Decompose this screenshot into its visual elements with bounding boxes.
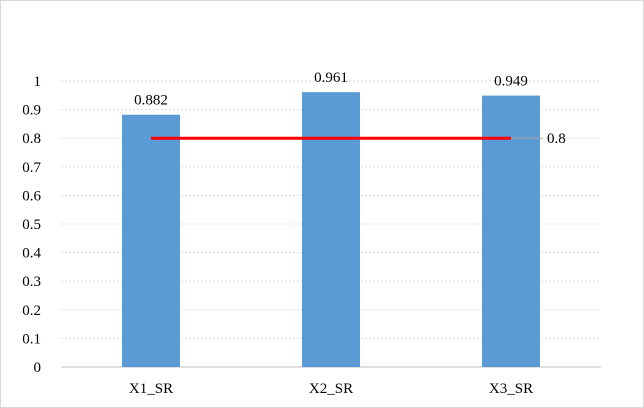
- data-label: 0.882: [134, 93, 168, 109]
- bar: [482, 95, 540, 367]
- labels: 0 0.1 0.2 0.3 0.4 0.5 0.6 0.7 0.8 0.9 1 0.882 X1_SR 0…: [22, 70, 566, 397]
- reference-line-label: 0.8: [547, 131, 566, 147]
- y-tick-label: 0.5: [22, 217, 41, 233]
- bar: [302, 92, 360, 368]
- y-tick-label: 0.8: [22, 131, 41, 147]
- bars: [122, 92, 540, 368]
- y-tick-label: 0.2: [22, 303, 41, 319]
- data-label: 0.961: [314, 70, 348, 86]
- x-tick-label: X2_SR: [309, 381, 353, 397]
- y-tick-label: 0.6: [22, 188, 41, 204]
- y-tick-label: 0.1: [22, 331, 41, 347]
- data-label: 0.949: [494, 74, 528, 90]
- y-tick-label: 0: [34, 360, 42, 376]
- y-tick-label: 0.3: [22, 274, 41, 290]
- y-tick-label: 0.9: [22, 103, 41, 119]
- bar: [122, 114, 180, 367]
- y-tick-label: 0.7: [22, 160, 41, 176]
- y-tick-label: 0.4: [22, 246, 41, 262]
- y-tick-label: 1: [34, 74, 42, 90]
- x-tick-label: X1_SR: [129, 381, 173, 397]
- x-tick-label: X3_SR: [489, 381, 533, 397]
